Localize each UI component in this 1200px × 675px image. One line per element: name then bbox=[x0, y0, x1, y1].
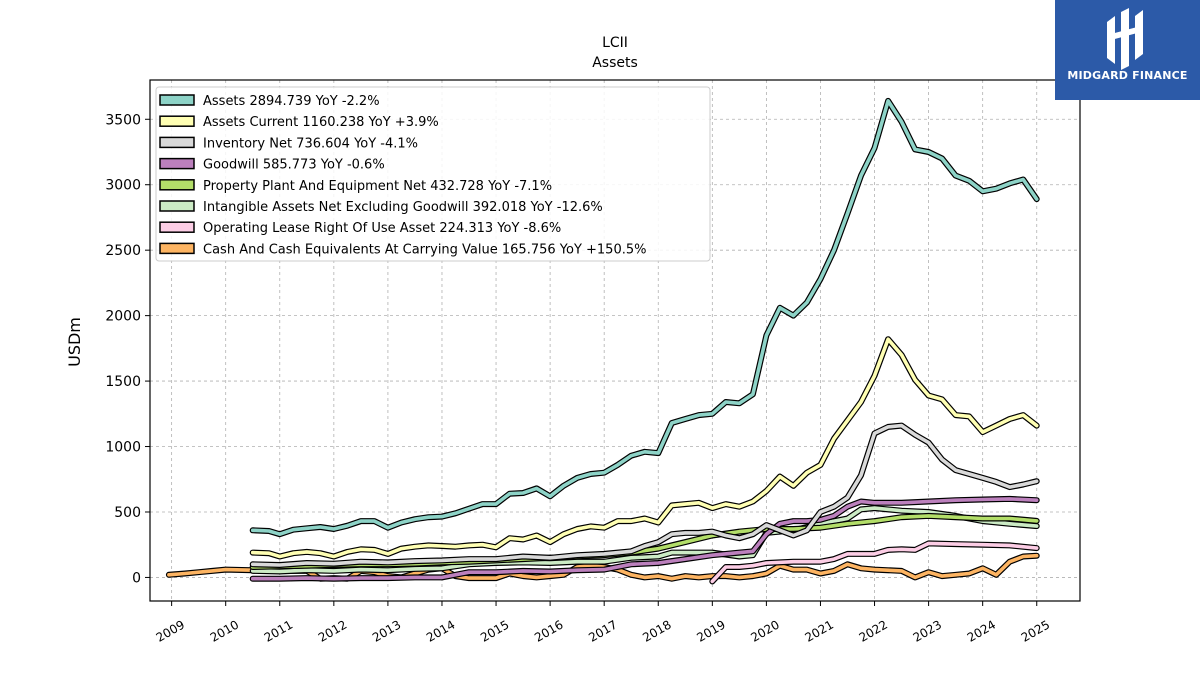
y-tick-label: 3500 bbox=[105, 112, 141, 128]
chart-title: Assets bbox=[592, 55, 638, 71]
x-tick-label: 2019 bbox=[694, 617, 727, 644]
legend-box bbox=[155, 86, 711, 262]
y-tick-label: 3000 bbox=[105, 178, 141, 194]
legend-entry: Goodwill 585.773 YoY -0.6% bbox=[203, 158, 385, 173]
x-tick-label: 2016 bbox=[532, 617, 565, 644]
x-tick-label: 2022 bbox=[857, 617, 890, 644]
series-line bbox=[250, 423, 1039, 567]
x-tick-label: 2009 bbox=[154, 617, 187, 644]
plot-frame bbox=[149, 79, 1081, 602]
legend-entry: Cash And Cash Equivalents At Carrying Va… bbox=[203, 242, 646, 257]
legend-swatch bbox=[159, 157, 195, 170]
series-line bbox=[250, 506, 1039, 574]
y-tick-label: 2000 bbox=[105, 309, 141, 325]
x-tick-label: 2012 bbox=[316, 617, 349, 644]
legend-swatch bbox=[159, 200, 195, 212]
legend-swatch bbox=[159, 94, 195, 106]
x-tick-label: 2023 bbox=[911, 617, 944, 644]
y-tick-label: 1000 bbox=[105, 440, 141, 456]
series-line bbox=[710, 541, 1039, 584]
midgard-logo-icon bbox=[1107, 8, 1143, 70]
y-tick-label: 0 bbox=[132, 570, 141, 586]
x-tick-label: 2010 bbox=[208, 617, 241, 644]
chart-ticker: LCII bbox=[602, 35, 628, 51]
legend-swatch bbox=[159, 242, 195, 255]
x-tick-label: 2013 bbox=[370, 617, 403, 644]
legend-entry: Assets 2894.739 YoY -2.2% bbox=[203, 94, 380, 109]
y-axis-label: USDm bbox=[65, 317, 84, 367]
x-tick-label: 2024 bbox=[965, 617, 998, 644]
logo-text: MIDGARD FINANCE bbox=[1067, 69, 1188, 82]
legend-swatch bbox=[159, 115, 195, 127]
x-tick-label: 2020 bbox=[748, 617, 781, 644]
x-tick-label: 2014 bbox=[424, 617, 457, 644]
y-tick-label: 1500 bbox=[105, 374, 141, 390]
x-tick-label: 2011 bbox=[262, 617, 295, 644]
series-line bbox=[250, 337, 1039, 559]
x-tick-label: 2021 bbox=[803, 617, 836, 644]
y-tick-label: 2500 bbox=[105, 243, 141, 259]
midgard-finance-logo: MIDGARD FINANCE bbox=[1055, 0, 1200, 100]
series-lines bbox=[165, 97, 1040, 585]
legend-entry: Intangible Assets Net Excluding Goodwill… bbox=[203, 200, 603, 215]
legend-swatch bbox=[159, 221, 195, 233]
x-tick-label: 2015 bbox=[478, 617, 511, 644]
x-tick-label: 2017 bbox=[586, 617, 619, 644]
x-tick-label: 2018 bbox=[640, 617, 673, 644]
series-line bbox=[250, 99, 1039, 536]
legend-entry: Property Plant And Equipment Net 432.728… bbox=[203, 179, 552, 194]
series-line bbox=[250, 497, 1039, 581]
legend-swatch bbox=[159, 179, 195, 191]
legend: Assets 2894.739 YoY -2.2% Assets Current … bbox=[155, 86, 711, 262]
legend-entry: Assets Current 1160.238 YoY +3.9% bbox=[203, 115, 439, 130]
legend-entry: Operating Lease Right Of Use Asset 224.3… bbox=[203, 221, 561, 236]
y-tick-label: 500 bbox=[114, 505, 141, 521]
legend-entry: Inventory Net 736.604 YoY -4.1% bbox=[203, 136, 418, 151]
x-tick-label: 2025 bbox=[1019, 617, 1052, 644]
legend-swatch bbox=[159, 136, 195, 149]
